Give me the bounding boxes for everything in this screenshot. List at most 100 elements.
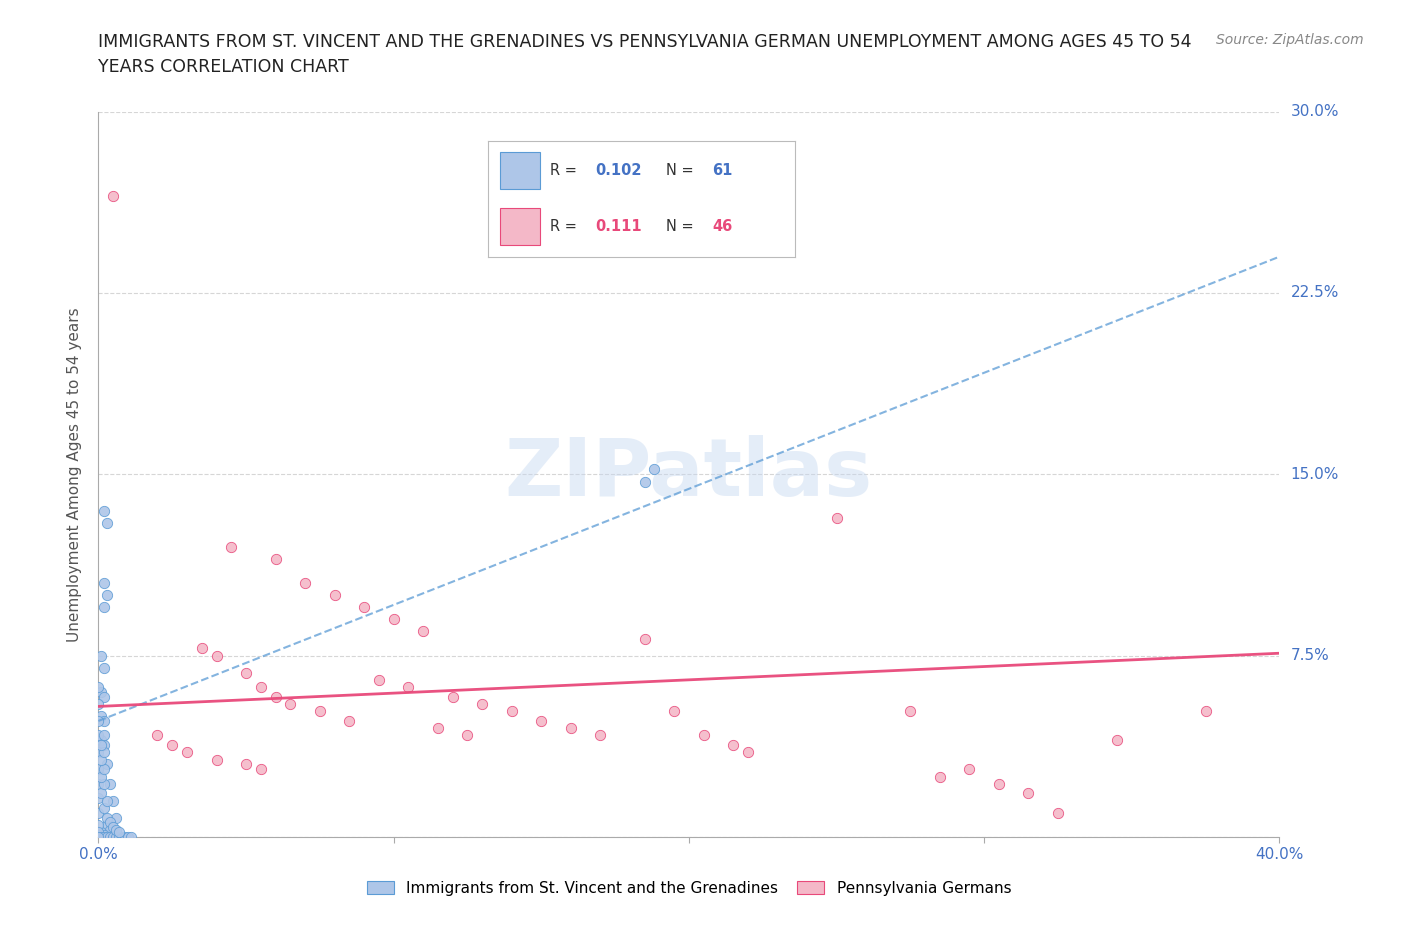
Text: 7.5%: 7.5% [1291, 648, 1329, 663]
Point [900, 704, 922, 719]
Point [114, 830, 136, 844]
Point [87, 777, 110, 791]
Text: YEARS CORRELATION CHART: YEARS CORRELATION CHART [98, 58, 349, 75]
Point [96, 793, 118, 808]
Point [501, 704, 523, 719]
Point [93, 737, 115, 752]
Point [1195, 704, 1218, 719]
Point [90, 733, 112, 748]
Point [93, 728, 115, 743]
Point [1017, 786, 1039, 801]
Point [93, 830, 115, 844]
Point [117, 830, 139, 844]
Point [146, 728, 169, 743]
Point [1046, 805, 1069, 820]
Point [294, 576, 316, 591]
Point [87, 830, 110, 844]
Text: Source: ZipAtlas.com: Source: ZipAtlas.com [1216, 33, 1364, 46]
Point [93, 777, 115, 791]
Point [96, 810, 118, 825]
Point [737, 745, 759, 760]
Point [205, 752, 228, 767]
Point [323, 588, 346, 603]
Point [90, 786, 112, 801]
Point [90, 684, 112, 699]
Point [98, 822, 121, 837]
Point [987, 777, 1010, 791]
Point [103, 820, 125, 835]
Point [93, 689, 115, 704]
Point [105, 810, 128, 825]
Point [456, 728, 478, 743]
Point [90, 648, 112, 663]
Point [96, 515, 118, 530]
Point [98, 815, 121, 830]
Point [90, 825, 112, 840]
Point [382, 612, 405, 627]
Point [427, 721, 450, 736]
Point [530, 713, 553, 728]
Point [589, 728, 612, 743]
Point [93, 660, 115, 675]
Point [250, 680, 273, 695]
Point [353, 600, 375, 615]
Point [105, 830, 128, 844]
Point [93, 801, 115, 816]
Point [93, 600, 115, 615]
Point [959, 762, 981, 777]
Point [96, 757, 118, 772]
Point [103, 793, 125, 808]
Point [176, 745, 198, 760]
Point [721, 737, 744, 752]
Point [633, 474, 655, 489]
Point [93, 827, 115, 842]
Text: 22.5%: 22.5% [1291, 286, 1339, 300]
Legend: Immigrants from St. Vincent and the Grenadines, Pennsylvania Germans: Immigrants from St. Vincent and the Gren… [360, 874, 1018, 902]
Point [90, 709, 112, 724]
Point [103, 830, 125, 844]
Point [664, 704, 686, 719]
Point [162, 737, 183, 752]
Point [90, 752, 112, 767]
Text: ZIPatlas: ZIPatlas [505, 435, 873, 513]
Point [103, 189, 125, 204]
Point [250, 762, 273, 777]
Point [278, 697, 302, 711]
Point [93, 576, 115, 591]
Point [87, 825, 110, 840]
Point [264, 551, 287, 566]
Point [235, 665, 257, 680]
Point [368, 672, 391, 687]
Point [1105, 733, 1128, 748]
Point [120, 830, 142, 844]
Point [825, 511, 848, 525]
Point [87, 713, 110, 728]
Point [96, 588, 118, 603]
Point [471, 697, 494, 711]
Point [219, 539, 242, 554]
Point [396, 680, 419, 695]
Point [87, 745, 110, 760]
Point [87, 728, 110, 743]
Point [87, 790, 110, 805]
Point [264, 689, 287, 704]
Point [633, 631, 655, 646]
Point [90, 737, 112, 752]
Text: IMMIGRANTS FROM ST. VINCENT AND THE GRENADINES VS PENNSYLVANIA GERMAN UNEMPLOYME: IMMIGRANTS FROM ST. VINCENT AND THE GREN… [98, 33, 1192, 50]
Point [93, 503, 115, 518]
Point [108, 825, 131, 840]
Point [93, 745, 115, 760]
Point [87, 817, 110, 832]
Text: 30.0%: 30.0% [1291, 104, 1339, 119]
Point [412, 624, 434, 639]
Point [98, 830, 121, 844]
Point [191, 641, 214, 656]
Point [87, 697, 110, 711]
Point [205, 648, 228, 663]
Point [87, 805, 110, 820]
Y-axis label: Unemployment Among Ages 45 to 54 years: Unemployment Among Ages 45 to 54 years [67, 307, 83, 642]
Point [108, 830, 131, 844]
Point [96, 830, 118, 844]
Text: 15.0%: 15.0% [1291, 467, 1339, 482]
Point [93, 762, 115, 777]
